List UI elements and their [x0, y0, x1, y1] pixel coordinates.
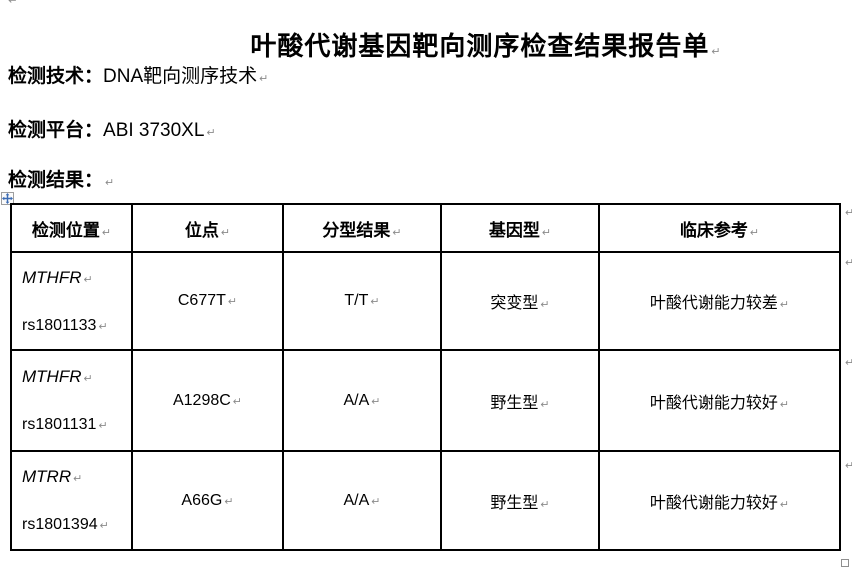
report-title: 叶酸代谢基因靶向测序检查结果报告单 ↵ — [0, 26, 852, 63]
header-label: 基因型 — [488, 220, 540, 240]
pilcrow-mark: ↵ — [540, 398, 550, 411]
meta-line-result: 检测结果： ↵ — [8, 170, 114, 192]
pilcrow-mark: ↵ — [779, 398, 790, 411]
table-row: MTHFR ↵ rs1801131 ↵ A1298C ↵ A/A ↵ 野生型 ↵ 叶酸代谢… — [10, 349, 841, 452]
table-resize-handle[interactable] — [841, 559, 849, 567]
header-genotype: 基因型 ↵ — [440, 203, 600, 253]
typing-value: T/T — [344, 292, 369, 309]
genotype-value: 突变型 — [490, 295, 539, 312]
pilcrow-mark: ↵ — [98, 420, 108, 432]
cell-position: MTHFR ↵ rs1801131 ↵ — [10, 349, 133, 452]
site-value: A66G — [181, 491, 223, 509]
header-detection-position: 检测位置 ↵ — [10, 203, 133, 253]
cell-genotype: 突变型 ↵ — [440, 251, 600, 351]
clinical-value: 叶酸代谢能力较差 — [649, 295, 778, 312]
header-label: 位点 — [184, 220, 219, 240]
pilcrow-mark: ↵ — [392, 226, 402, 239]
genotype-value: 野生型 — [490, 494, 539, 512]
meta-label-platform: 检测平台： — [8, 120, 104, 141]
cell-site: A1298C ↵ — [131, 349, 284, 452]
meta-line-platform: 检测平台：ABI 3730XL ↵ — [8, 120, 216, 142]
genotype-value: 野生型 — [490, 394, 539, 412]
rs-id: rs1801394 — [22, 516, 98, 533]
header-site: 位点 ↵ — [131, 203, 284, 253]
row-end-pilcrow-mark: ↵ — [845, 257, 852, 269]
pilcrow-mark: ↵ — [8, 0, 19, 7]
cell-typing-result: A/A ↵ — [282, 349, 442, 452]
typing-value: A/A — [343, 491, 370, 509]
pilcrow-mark: ↵ — [779, 498, 790, 511]
pilcrow-mark: ↵ — [227, 296, 238, 308]
header-clinical-reference: 临床参考 ↵ — [598, 203, 841, 253]
row-end-pilcrow-mark: ↵ — [845, 207, 852, 219]
rs-id: rs1801131 — [22, 416, 97, 433]
pilcrow-mark: ↵ — [259, 73, 269, 85]
pilcrow-mark: ↵ — [83, 373, 93, 385]
cell-position: MTHFR ↵ rs1801133 ↵ — [10, 251, 133, 351]
table-row: MTHFR ↵ rs1801133 ↵ C677T ↵ T/T ↵ 突变型 ↵ 叶酸代谢能… — [10, 251, 841, 351]
results-table: 检测位置 ↵ 位点 ↵ 分型结果 ↵ 基因型 ↵ 临床参考 ↵ MTHFR ↵ rs1801… — [10, 203, 841, 551]
meta-label-technology: 检测技术： — [8, 66, 104, 87]
cell-clinical-reference: 叶酸代谢能力较好 ↵ — [598, 349, 841, 452]
pilcrow-mark: ↵ — [371, 495, 381, 508]
cell-genotype: 野生型 ↵ — [440, 349, 600, 452]
pilcrow-mark: ↵ — [105, 177, 115, 189]
pilcrow-mark: ↵ — [232, 395, 243, 408]
header-label: 分型结果 — [322, 220, 391, 240]
clinical-value: 叶酸代谢能力较好 — [649, 494, 778, 512]
pilcrow-mark: ↵ — [206, 127, 216, 139]
table-move-handle[interactable] — [1, 192, 14, 205]
pilcrow-mark: ↵ — [779, 299, 790, 311]
pilcrow-mark: ↵ — [749, 226, 760, 239]
table-row: MTRR ↵ rs1801394 ↵ A66G ↵ A/A ↵ 野生型 ↵ 叶酸代谢能力较… — [10, 450, 841, 551]
header-label: 临床参考 — [679, 220, 748, 240]
cell-typing-result: A/A ↵ — [282, 450, 442, 551]
cell-site: C677T ↵ — [131, 251, 284, 351]
pilcrow-mark: ↵ — [541, 226, 552, 239]
typing-value: A/A — [343, 391, 370, 409]
cell-typing-result: T/T ↵ — [282, 251, 442, 351]
pilcrow-mark: ↵ — [98, 320, 108, 333]
pilcrow-mark: ↵ — [371, 395, 381, 408]
cell-clinical-reference: 叶酸代谢能力较好 ↵ — [598, 450, 841, 551]
table-header-row: 检测位置 ↵ 位点 ↵ 分型结果 ↵ 基因型 ↵ 临床参考 ↵ — [10, 203, 841, 253]
pilcrow-mark: ↵ — [101, 226, 112, 239]
cell-site: A66G ↵ — [131, 450, 284, 551]
meta-value-technology: DNA靶向测序技术 — [103, 66, 258, 87]
pilcrow-mark: ↵ — [224, 495, 234, 508]
cell-genotype: 野生型 ↵ — [440, 450, 600, 551]
pilcrow-mark: ↵ — [99, 520, 109, 532]
site-value: C677T — [177, 292, 226, 309]
clinical-value: 叶酸代谢能力较好 — [649, 394, 778, 412]
gene-name: MTHFR — [22, 267, 82, 287]
meta-value-platform: ABI 3730XL — [103, 120, 205, 141]
site-value: A1298C — [172, 391, 231, 409]
row-end-pilcrow-mark: ↵ — [845, 460, 852, 472]
pilcrow-mark: ↵ — [540, 498, 550, 511]
pilcrow-mark: ↵ — [73, 473, 83, 485]
row-end-pilcrow-mark: ↵ — [845, 357, 852, 369]
cell-clinical-reference: 叶酸代谢能力较差 ↵ — [598, 251, 841, 351]
gene-name: MTHFR — [22, 367, 82, 386]
pilcrow-mark: ↵ — [220, 226, 231, 239]
meta-label-result: 检测结果： — [8, 170, 104, 191]
header-typing-result: 分型结果 ↵ — [282, 203, 442, 253]
meta-line-technology: 检测技术：DNA靶向测序技术 ↵ — [8, 66, 268, 88]
report-title-text: 叶酸代谢基因靶向测序检查结果报告单 — [250, 31, 710, 61]
pilcrow-mark: ↵ — [83, 273, 93, 286]
pilcrow-mark: ↵ — [370, 296, 380, 308]
cell-position: MTRR ↵ rs1801394 ↵ — [10, 450, 133, 551]
move-arrows-icon — [2, 193, 13, 204]
gene-name: MTRR — [22, 467, 72, 486]
pilcrow-mark: ↵ — [711, 46, 722, 58]
rs-id: rs1801133 — [22, 316, 97, 334]
header-label: 检测位置 — [31, 220, 100, 240]
pilcrow-mark: ↵ — [540, 299, 550, 311]
